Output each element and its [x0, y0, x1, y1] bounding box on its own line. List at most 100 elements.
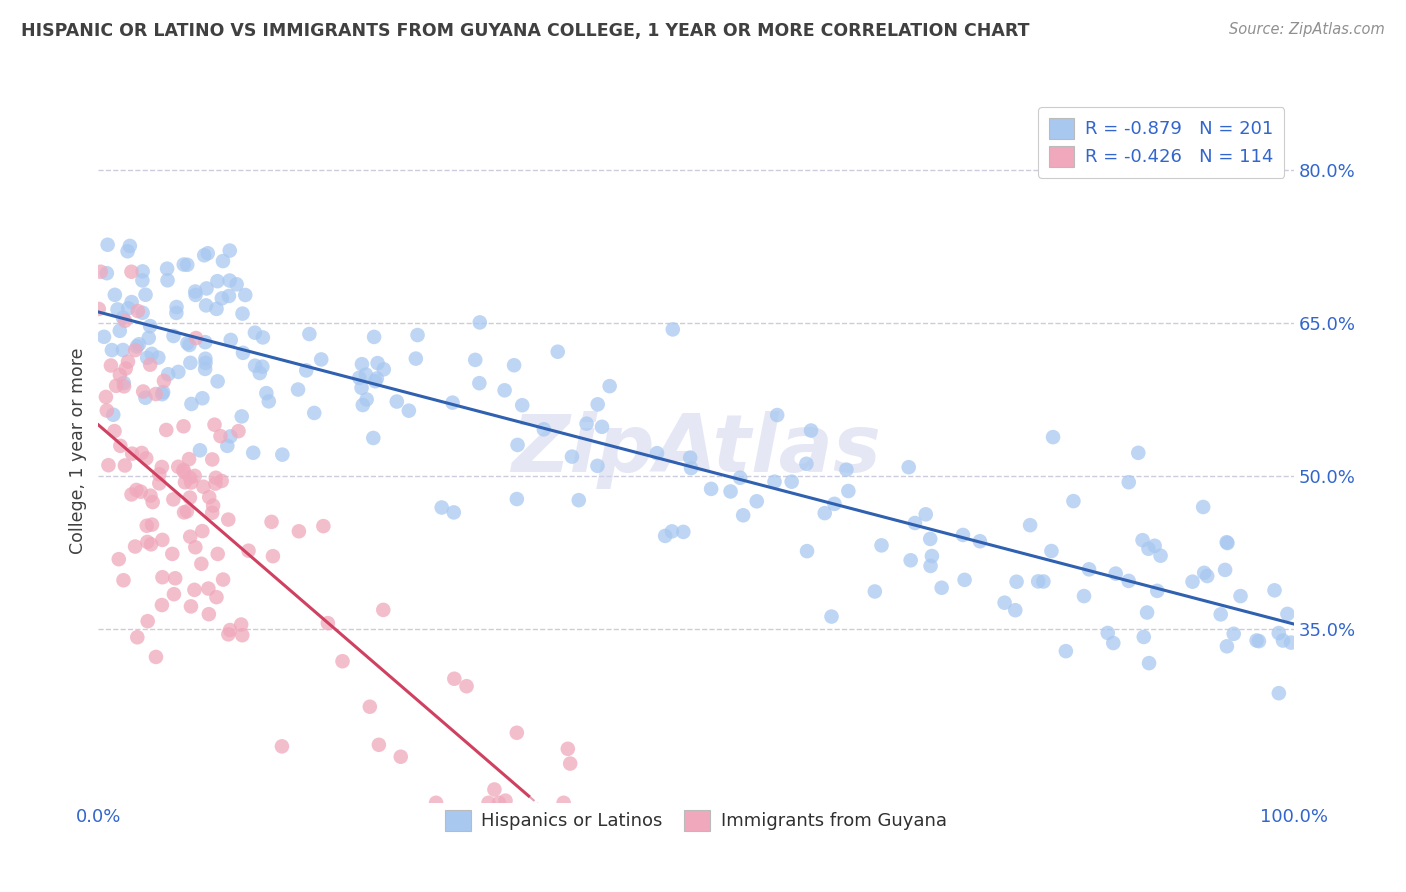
- Point: [1229, 589, 1251, 603]
- Point: [112, 379, 135, 393]
- Point: [193, 480, 215, 494]
- Point: [107, 552, 129, 566]
- Point: [1149, 549, 1171, 563]
- Point: [125, 483, 148, 497]
- Point: [167, 459, 190, 474]
- Point: [468, 376, 491, 391]
- Point: [136, 351, 159, 365]
- Point: [953, 573, 976, 587]
- Point: [124, 540, 146, 554]
- Point: [373, 603, 395, 617]
- Point: [1118, 475, 1140, 490]
- Point: [165, 571, 187, 585]
- Point: [506, 491, 529, 506]
- Point: [645, 446, 668, 460]
- Point: [127, 304, 149, 318]
- Point: [1146, 583, 1168, 598]
- Point: [503, 358, 526, 372]
- Point: [121, 487, 143, 501]
- Point: [139, 319, 162, 334]
- Point: [204, 476, 226, 491]
- Point: [1213, 563, 1236, 577]
- Point: [780, 475, 803, 489]
- Point: [373, 362, 395, 376]
- Point: [441, 395, 464, 409]
- Point: [97, 237, 120, 252]
- Point: [356, 392, 378, 407]
- Point: [111, 343, 134, 357]
- Point: [349, 371, 371, 385]
- Point: [389, 749, 412, 764]
- Point: [661, 524, 683, 539]
- Point: [405, 351, 427, 366]
- Point: [260, 515, 283, 529]
- Point: [430, 500, 453, 515]
- Point: [176, 336, 198, 351]
- Point: [94, 390, 117, 404]
- Point: [1192, 500, 1215, 514]
- Point: [205, 301, 228, 316]
- Point: [141, 517, 163, 532]
- Point: [295, 363, 318, 377]
- Point: [398, 403, 420, 417]
- Point: [180, 599, 202, 614]
- Point: [212, 254, 235, 268]
- Point: [218, 289, 240, 303]
- Point: [700, 482, 723, 496]
- Point: [108, 368, 131, 382]
- Point: [920, 532, 942, 546]
- Point: [1271, 633, 1294, 648]
- Point: [117, 244, 139, 259]
- Point: [205, 590, 228, 604]
- Point: [167, 365, 190, 379]
- Point: [194, 351, 217, 366]
- Point: [288, 524, 311, 539]
- Point: [173, 258, 195, 272]
- Point: [969, 534, 991, 549]
- Point: [136, 614, 159, 628]
- Point: [204, 417, 226, 432]
- Point: [575, 417, 598, 431]
- Point: [180, 397, 202, 411]
- Point: [823, 497, 845, 511]
- Point: [153, 374, 176, 388]
- Point: [242, 446, 264, 460]
- Point: [173, 505, 195, 519]
- Point: [150, 598, 173, 612]
- Point: [165, 306, 187, 320]
- Point: [243, 359, 266, 373]
- Point: [172, 463, 194, 477]
- Point: [128, 337, 150, 351]
- Point: [114, 458, 136, 473]
- Point: [506, 725, 529, 739]
- Point: [1247, 634, 1270, 648]
- Point: [1105, 566, 1128, 581]
- Point: [766, 408, 789, 422]
- Point: [568, 493, 591, 508]
- Point: [211, 292, 233, 306]
- Point: [1097, 626, 1119, 640]
- Point: [93, 330, 115, 344]
- Point: [207, 274, 229, 288]
- Point: [800, 424, 823, 438]
- Point: [218, 274, 240, 288]
- Point: [135, 518, 157, 533]
- Point: [219, 429, 242, 443]
- Point: [1197, 569, 1219, 583]
- Point: [316, 616, 339, 631]
- Point: [745, 494, 768, 508]
- Point: [733, 508, 755, 523]
- Point: [139, 489, 162, 503]
- Point: [162, 547, 184, 561]
- Point: [166, 300, 188, 314]
- Point: [1128, 446, 1150, 460]
- Point: [152, 570, 174, 584]
- Point: [1263, 583, 1285, 598]
- Point: [179, 530, 201, 544]
- Point: [184, 285, 207, 299]
- Point: [1073, 589, 1095, 603]
- Point: [1209, 607, 1232, 622]
- Point: [207, 547, 229, 561]
- Point: [104, 288, 127, 302]
- Point: [591, 420, 613, 434]
